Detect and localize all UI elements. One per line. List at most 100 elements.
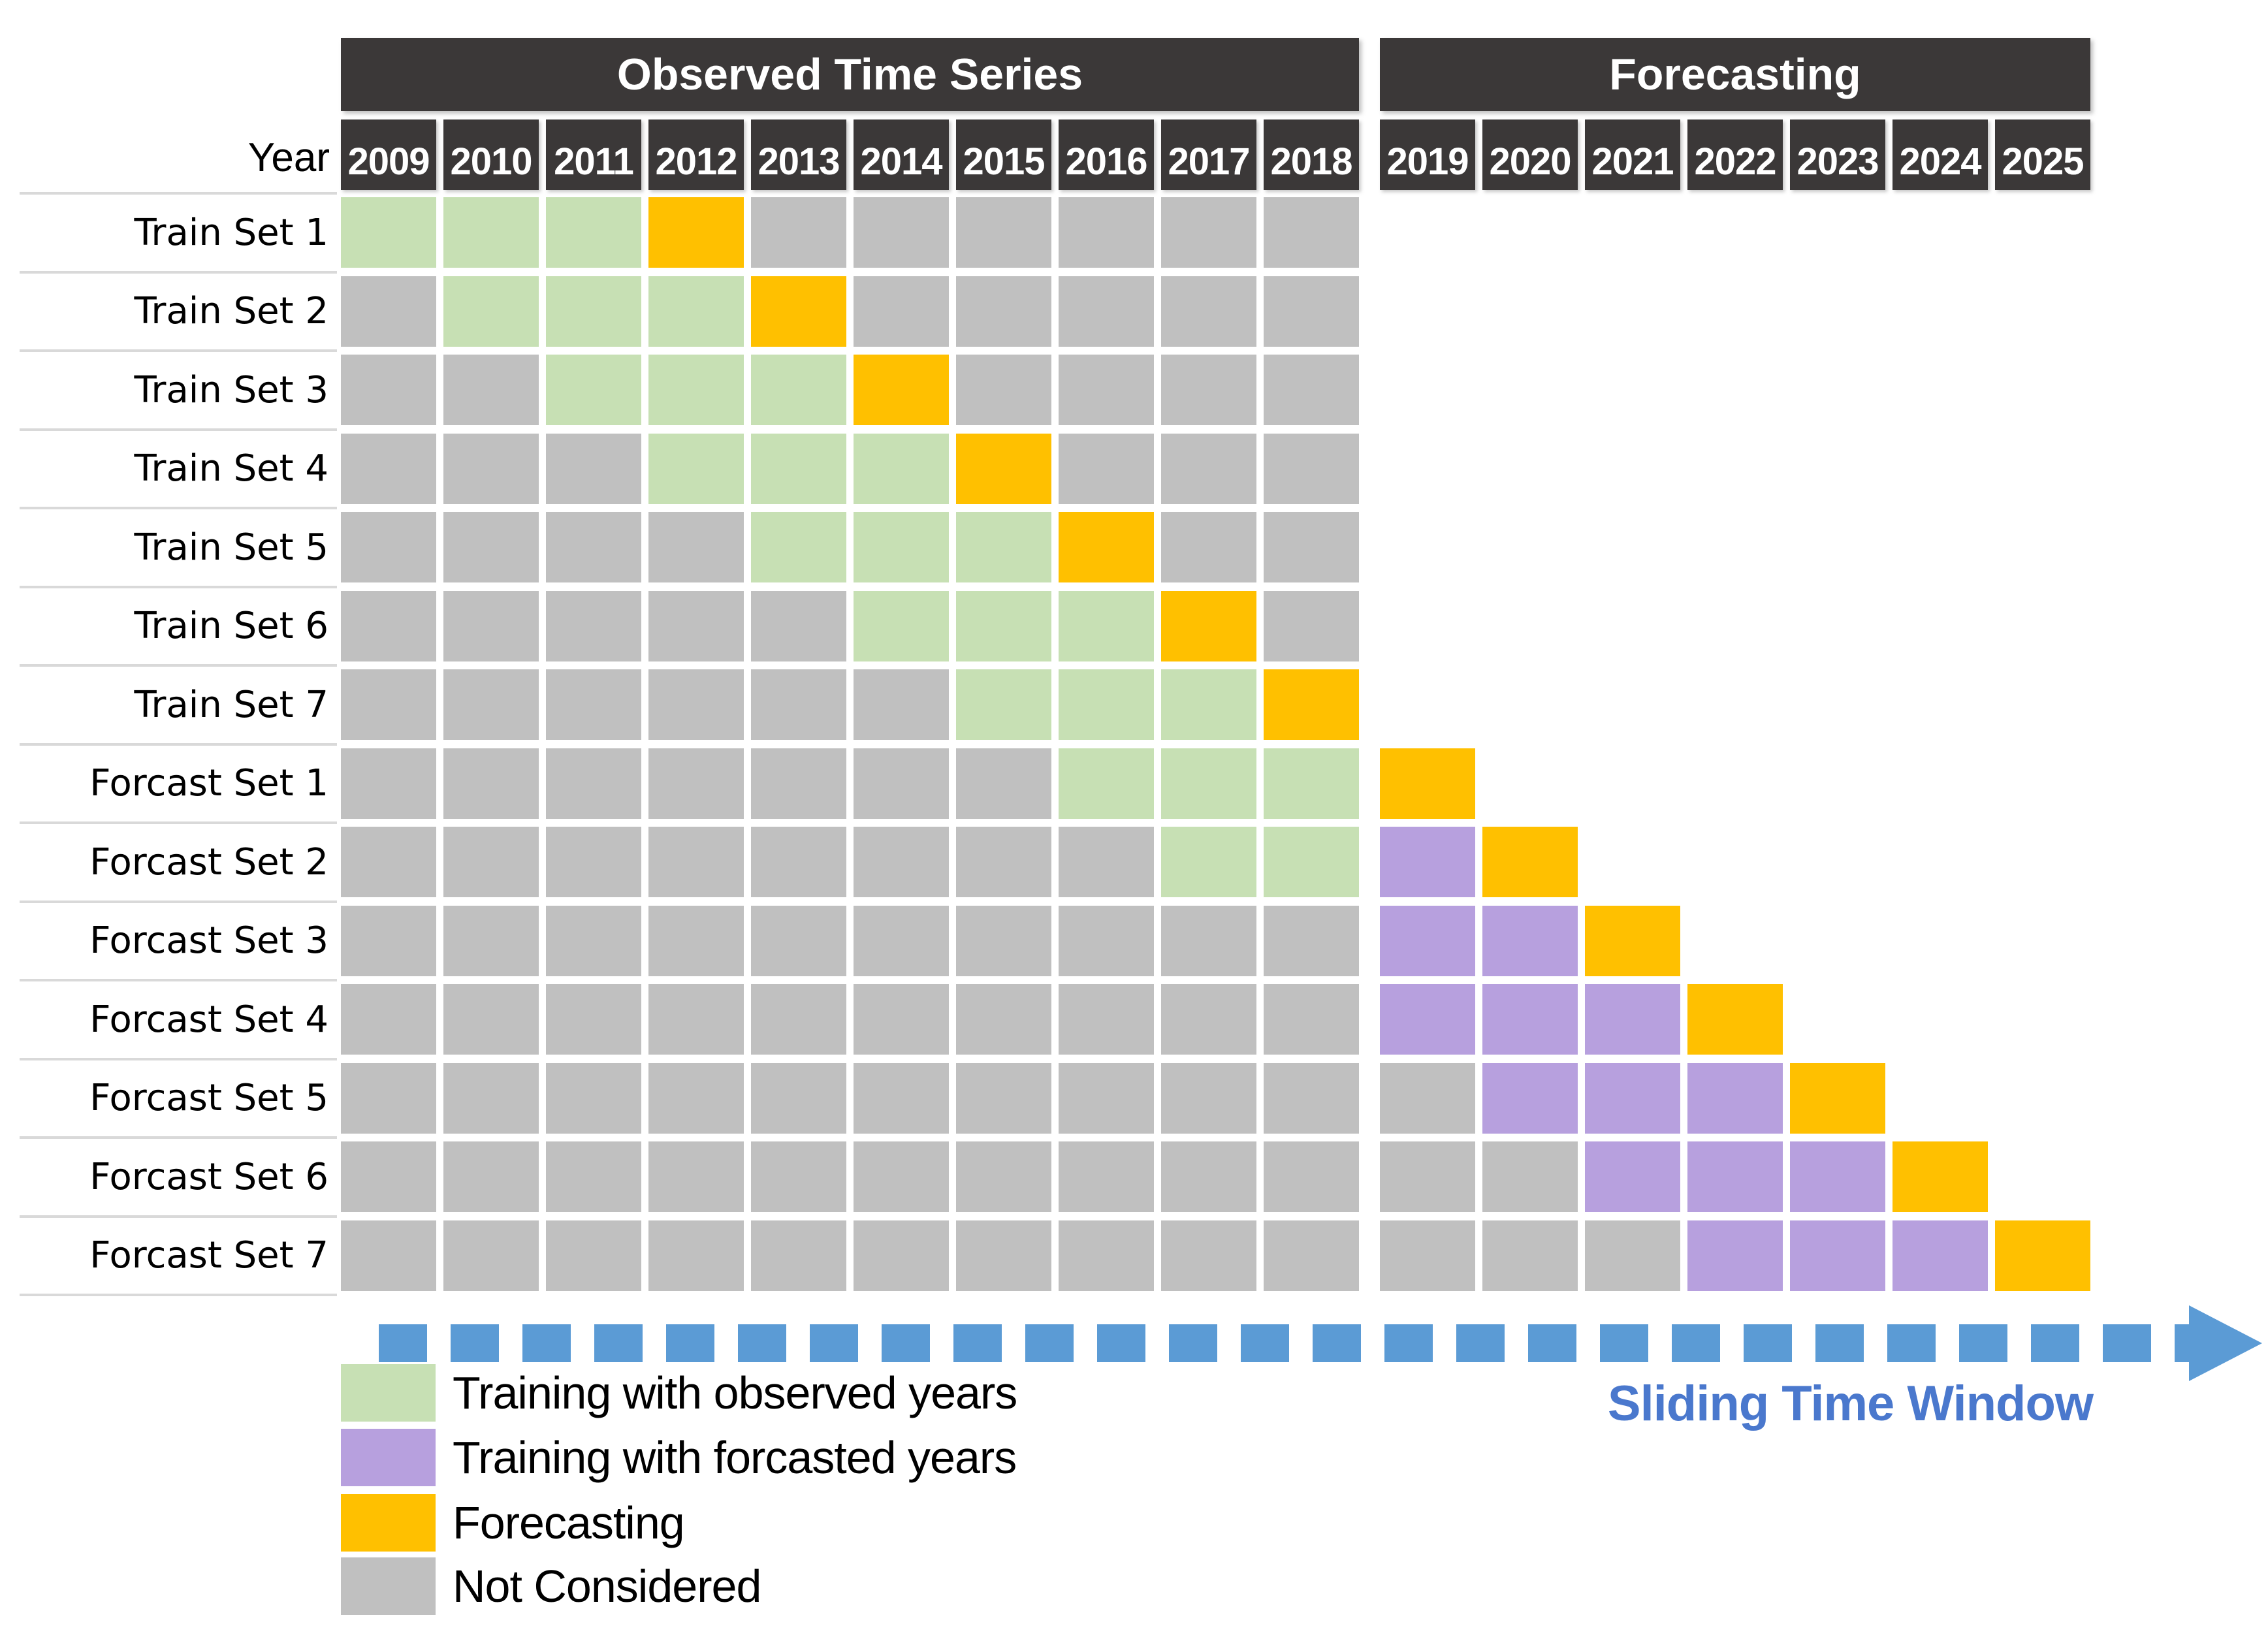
grid-cell-2014-training_observed bbox=[854, 433, 949, 504]
grid-cell-2018-not_considered bbox=[1264, 197, 1359, 268]
grid-cell-2015-not_considered bbox=[956, 276, 1051, 347]
grid-cell-2010-not_considered bbox=[443, 827, 539, 897]
grid-cell-2017-training_observed bbox=[1161, 827, 1256, 897]
row-separator bbox=[20, 507, 337, 509]
grid-cell-2011-not_considered bbox=[546, 984, 641, 1055]
forecasting-header: Forecasting bbox=[1380, 38, 2090, 111]
grid-cell-2011-not_considered bbox=[546, 512, 641, 582]
grid-cell-2010-not_considered bbox=[443, 355, 539, 425]
grid-cell-2010-not_considered bbox=[443, 984, 539, 1055]
legend-swatch-forecasting bbox=[341, 1494, 436, 1552]
sliding-time-window-text: Sliding Time Window bbox=[1607, 1376, 2094, 1431]
grid-cell-2012-not_considered bbox=[648, 512, 744, 582]
forecasting-title: Forecasting bbox=[1609, 50, 1861, 99]
year-header-2023: 2023 bbox=[1790, 119, 1885, 190]
sliding-window-arrow-head-icon bbox=[2189, 1305, 2262, 1381]
grid-cell-2020-training_forecasted bbox=[1482, 1062, 1578, 1134]
grid-cell-2018-not_considered bbox=[1264, 433, 1359, 504]
row-separator bbox=[20, 742, 337, 746]
year-header-2016: 2016 bbox=[1059, 119, 1154, 190]
grid-cell-2018-not_considered bbox=[1264, 905, 1359, 976]
year-header-2017: 2017 bbox=[1161, 119, 1256, 190]
grid-cell-2016-training_observed bbox=[1059, 669, 1154, 740]
grid-cell-2012-forecasting bbox=[648, 197, 744, 268]
grid-cell-2018-not_considered bbox=[1264, 355, 1359, 425]
grid-cell-2023-training_forecasted bbox=[1790, 1141, 1885, 1212]
row-label-forcast-set-3: Forcast Set 3 bbox=[89, 919, 328, 962]
grid-cell-2018-training_observed bbox=[1264, 827, 1359, 897]
grid-cell-2010-training_observed bbox=[443, 276, 539, 347]
grid-cell-2015-training_observed bbox=[956, 512, 1051, 582]
grid-cell-2012-not_considered bbox=[648, 590, 744, 661]
grid-cell-2017-not_considered bbox=[1161, 197, 1256, 268]
year-header-2010: 2010 bbox=[443, 119, 539, 190]
grid-cell-2014-forecasting bbox=[854, 355, 949, 425]
grid-cell-2018-not_considered bbox=[1264, 1220, 1359, 1291]
grid-cell-2017-not_considered bbox=[1161, 984, 1256, 1055]
row-separator bbox=[20, 1057, 337, 1060]
grid-cell-2013-not_considered bbox=[751, 669, 846, 740]
grid-cell-2009-not_considered bbox=[341, 905, 436, 976]
grid-cell-2013-not_considered bbox=[751, 590, 846, 661]
row-label-forcast-set-2: Forcast Set 2 bbox=[89, 840, 328, 884]
grid-cell-2010-not_considered bbox=[443, 1220, 539, 1291]
grid-cell-2018-training_observed bbox=[1264, 748, 1359, 819]
row-label-forcast-set-6: Forcast Set 6 bbox=[89, 1155, 328, 1198]
legend-item-not_considered: Not Considered bbox=[341, 1557, 761, 1615]
legend-label: Training with forcasted years bbox=[453, 1432, 1017, 1483]
legend-swatch-not_considered bbox=[341, 1557, 436, 1615]
grid-cell-2014-training_observed bbox=[854, 512, 949, 582]
grid-cell-2010-not_considered bbox=[443, 1141, 539, 1212]
grid-cell-2015-not_considered bbox=[956, 748, 1051, 819]
grid-cell-2013-forecasting bbox=[751, 276, 846, 347]
grid-cell-2016-not_considered bbox=[1059, 1062, 1154, 1134]
row-label-train-set-4: Train Set 4 bbox=[134, 447, 328, 490]
grid-cell-2011-not_considered bbox=[546, 1141, 641, 1212]
grid-cell-2009-not_considered bbox=[341, 827, 436, 897]
grid-cell-2024-forecasting bbox=[1893, 1141, 1988, 1212]
grid-cell-2017-training_observed bbox=[1161, 748, 1256, 819]
grid-cell-2016-not_considered bbox=[1059, 984, 1154, 1055]
grid-cell-2012-not_considered bbox=[648, 827, 744, 897]
grid-cell-2023-forecasting bbox=[1790, 1062, 1885, 1134]
grid-cell-2020-training_forecasted bbox=[1482, 905, 1578, 976]
grid-cell-2016-forecasting bbox=[1059, 512, 1154, 582]
grid-cell-2019-training_forecasted bbox=[1380, 905, 1475, 976]
grid-cell-2011-training_observed bbox=[546, 276, 641, 347]
grid-cell-2016-not_considered bbox=[1059, 355, 1154, 425]
grid-cell-2012-training_observed bbox=[648, 276, 744, 347]
grid-cell-2022-forecasting bbox=[1687, 984, 1783, 1055]
grid-cell-2011-not_considered bbox=[546, 905, 641, 976]
year-header-2014: 2014 bbox=[854, 119, 949, 190]
grid-cell-2009-not_considered bbox=[341, 355, 436, 425]
row-separator bbox=[20, 270, 337, 274]
grid-cell-2018-not_considered bbox=[1264, 1141, 1359, 1212]
grid-cell-2019-forecasting bbox=[1380, 748, 1475, 819]
grid-cell-2020-training_forecasted bbox=[1482, 984, 1578, 1055]
grid-cell-2011-not_considered bbox=[546, 748, 641, 819]
grid-cell-2017-not_considered bbox=[1161, 1220, 1256, 1291]
grid-cell-2009-not_considered bbox=[341, 984, 436, 1055]
legend-label: Forecasting bbox=[453, 1497, 685, 1548]
grid-cell-2016-training_observed bbox=[1059, 590, 1154, 661]
year-header-2009: 2009 bbox=[341, 119, 436, 190]
row-separator bbox=[20, 349, 337, 352]
row-separator bbox=[20, 900, 337, 903]
grid-cell-2021-training_forecasted bbox=[1585, 1141, 1680, 1212]
grid-cell-2009-not_considered bbox=[341, 1220, 436, 1291]
row-separator bbox=[20, 192, 337, 195]
grid-cell-2017-not_considered bbox=[1161, 1062, 1256, 1134]
grid-cell-2009-not_considered bbox=[341, 590, 436, 661]
grid-cell-2017-not_considered bbox=[1161, 512, 1256, 582]
grid-cell-2010-not_considered bbox=[443, 590, 539, 661]
grid-cell-2017-training_observed bbox=[1161, 669, 1256, 740]
grid-cell-2010-not_considered bbox=[443, 669, 539, 740]
row-label-train-set-3: Train Set 3 bbox=[134, 368, 328, 411]
grid-cell-2009-training_observed bbox=[341, 197, 436, 268]
grid-cell-2021-forecasting bbox=[1585, 905, 1680, 976]
grid-cell-2017-not_considered bbox=[1161, 276, 1256, 347]
grid-cell-2009-not_considered bbox=[341, 512, 436, 582]
grid-cell-2021-not_considered bbox=[1585, 1220, 1680, 1291]
grid-cell-2018-not_considered bbox=[1264, 276, 1359, 347]
